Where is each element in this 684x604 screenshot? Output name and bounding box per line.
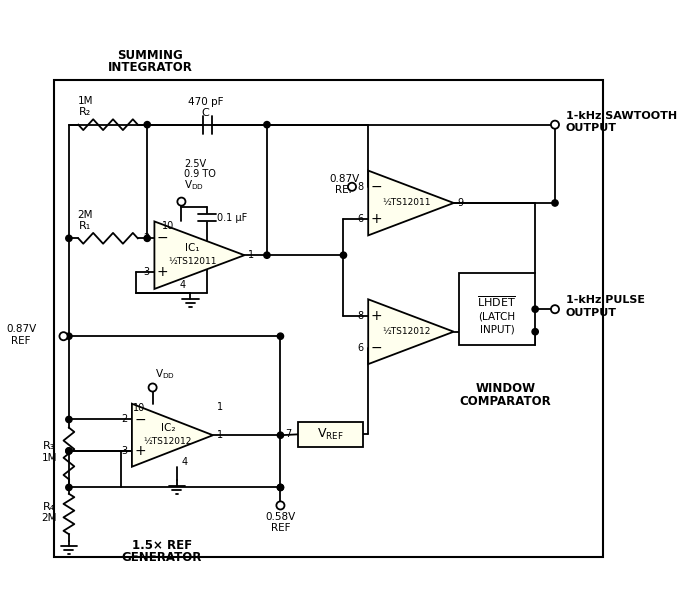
Circle shape xyxy=(348,183,356,191)
Text: −: − xyxy=(157,231,168,245)
Text: OUTPUT: OUTPUT xyxy=(566,123,617,133)
Circle shape xyxy=(277,484,284,490)
Text: 2M: 2M xyxy=(77,210,93,220)
Circle shape xyxy=(276,501,285,510)
Circle shape xyxy=(264,121,270,128)
Text: V$_{\rm DD}$: V$_{\rm DD}$ xyxy=(184,179,204,192)
Text: −: − xyxy=(371,341,382,355)
Text: 1-kHz SAWTOOTH: 1-kHz SAWTOOTH xyxy=(566,111,677,121)
Polygon shape xyxy=(368,300,453,364)
Text: 6: 6 xyxy=(358,343,364,353)
Text: 1.5× REF: 1.5× REF xyxy=(131,539,192,551)
Circle shape xyxy=(264,252,270,259)
Polygon shape xyxy=(155,222,244,289)
Text: R₁: R₁ xyxy=(79,220,91,231)
Circle shape xyxy=(277,333,284,339)
Text: R₃: R₃ xyxy=(43,442,55,451)
Circle shape xyxy=(177,198,185,206)
Circle shape xyxy=(66,484,72,490)
Text: (LATCH: (LATCH xyxy=(478,312,516,321)
Text: 1M: 1M xyxy=(77,96,93,106)
Text: C: C xyxy=(201,108,209,118)
Text: 9: 9 xyxy=(458,327,464,336)
Text: 2M: 2M xyxy=(41,513,57,524)
Circle shape xyxy=(551,121,559,129)
Text: 0.87V: 0.87V xyxy=(330,174,360,184)
Text: 8: 8 xyxy=(358,310,364,321)
Text: 9: 9 xyxy=(458,198,464,208)
Circle shape xyxy=(66,448,72,454)
Text: 1: 1 xyxy=(217,402,223,413)
Text: 2: 2 xyxy=(121,414,127,425)
Polygon shape xyxy=(368,170,453,236)
Text: IC₁: IC₁ xyxy=(185,243,200,253)
Text: 7: 7 xyxy=(285,429,291,439)
Circle shape xyxy=(66,235,72,242)
Text: +: + xyxy=(371,309,382,323)
Circle shape xyxy=(60,332,68,340)
Text: IC₂: IC₂ xyxy=(161,423,175,433)
Text: R₂: R₂ xyxy=(79,107,91,117)
Text: 2.5V: 2.5V xyxy=(184,159,207,169)
Polygon shape xyxy=(132,403,213,467)
Text: +: + xyxy=(157,265,168,279)
Text: GENERATOR: GENERATOR xyxy=(122,551,202,564)
Text: R₄: R₄ xyxy=(43,502,55,512)
Text: ½TS12011: ½TS12011 xyxy=(382,199,431,208)
Circle shape xyxy=(341,252,347,259)
Circle shape xyxy=(532,306,538,312)
Circle shape xyxy=(66,333,72,339)
Circle shape xyxy=(277,432,284,439)
Text: $\overline{\rm LHDET}$: $\overline{\rm LHDET}$ xyxy=(477,295,516,309)
Text: ½TS12012: ½TS12012 xyxy=(144,437,192,446)
Text: WINDOW: WINDOW xyxy=(475,382,536,395)
Text: COMPARATOR: COMPARATOR xyxy=(460,394,551,408)
Circle shape xyxy=(66,416,72,423)
Text: 8: 8 xyxy=(358,182,364,192)
Text: 3: 3 xyxy=(144,267,150,277)
Text: ½TS12011: ½TS12011 xyxy=(168,257,216,266)
Circle shape xyxy=(66,448,72,454)
Text: V$_{\rm DD}$: V$_{\rm DD}$ xyxy=(155,367,175,381)
Text: 0.58V: 0.58V xyxy=(265,512,295,522)
Text: 3: 3 xyxy=(121,446,127,456)
Text: +: + xyxy=(371,212,382,226)
Text: +: + xyxy=(134,444,146,458)
Text: INTEGRATOR: INTEGRATOR xyxy=(107,62,192,74)
FancyBboxPatch shape xyxy=(298,422,363,447)
Text: 1: 1 xyxy=(248,250,254,260)
Text: 470 pF: 470 pF xyxy=(187,97,223,107)
Text: 6: 6 xyxy=(358,214,364,224)
Text: 0.9 TO: 0.9 TO xyxy=(184,169,216,179)
Text: −: − xyxy=(371,180,382,194)
Text: REF: REF xyxy=(271,523,290,533)
Text: 4: 4 xyxy=(181,457,187,467)
Text: SUMMING: SUMMING xyxy=(117,49,183,62)
Text: REF: REF xyxy=(12,336,31,345)
Text: 4: 4 xyxy=(180,280,186,291)
Text: 10: 10 xyxy=(133,403,146,413)
Text: 0.1 µF: 0.1 µF xyxy=(218,213,248,223)
Circle shape xyxy=(277,484,284,490)
Circle shape xyxy=(551,305,559,313)
Text: 1-kHz PULSE: 1-kHz PULSE xyxy=(566,295,645,305)
Circle shape xyxy=(144,235,150,242)
Text: INPUT): INPUT) xyxy=(479,324,514,334)
Text: 1M: 1M xyxy=(41,453,57,463)
Text: 1: 1 xyxy=(217,430,223,440)
Text: 2: 2 xyxy=(144,233,150,243)
Circle shape xyxy=(532,329,538,335)
Text: −: − xyxy=(134,413,146,426)
Circle shape xyxy=(552,200,558,206)
Text: V$_{\rm REF}$: V$_{\rm REF}$ xyxy=(317,427,344,442)
Text: OUTPUT: OUTPUT xyxy=(566,308,617,318)
Text: REF: REF xyxy=(335,185,354,195)
Text: 10: 10 xyxy=(162,221,174,231)
Circle shape xyxy=(148,384,157,391)
Circle shape xyxy=(144,121,150,128)
Text: ½TS12012: ½TS12012 xyxy=(382,327,431,336)
FancyBboxPatch shape xyxy=(459,273,535,345)
Text: 0.87V: 0.87V xyxy=(6,324,36,334)
